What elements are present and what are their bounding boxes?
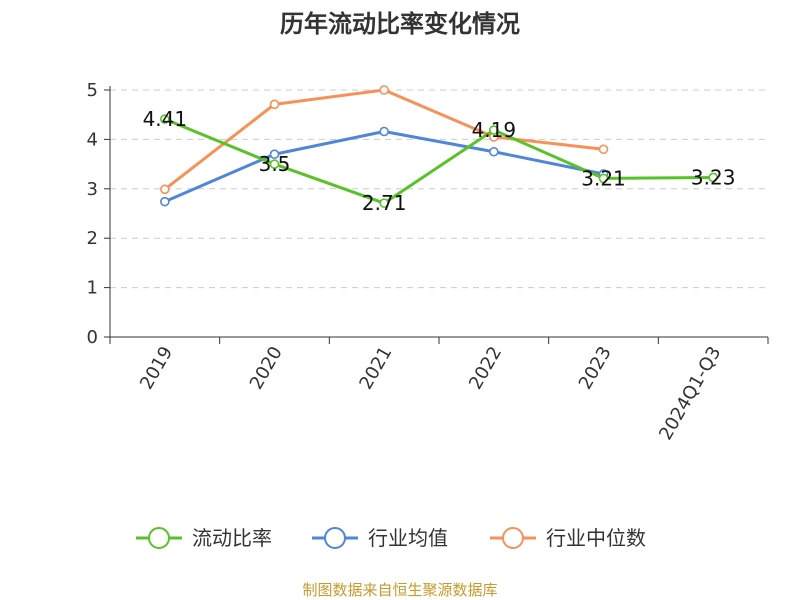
x-tick-label: 2024Q1-Q3: [655, 343, 725, 444]
axes: 0 1 2 3 4 5 2019 2020 2021 2022 2023 2024Q1-Q3: [87, 80, 769, 444]
chart-title: 历年流动比率变化情况: [280, 10, 520, 38]
gridlines: [110, 89, 768, 289]
legend-label: 行业均值: [368, 526, 448, 550]
x-tick-label: 2023: [575, 343, 616, 393]
x-tick-label: 2022: [465, 343, 506, 393]
legend-marker: [324, 527, 346, 549]
x-tick-label: 2019: [136, 343, 177, 393]
legend-marker: [148, 527, 170, 549]
y-tick-label: 5: [87, 80, 98, 101]
legend-label: 流动比率: [192, 526, 272, 550]
x-tick-label: 2020: [246, 343, 287, 393]
legend-marker: [502, 527, 524, 549]
series-lines: [160, 85, 718, 208]
data-point[interactable]: [160, 114, 170, 124]
data-point[interactable]: [379, 198, 389, 208]
data-point[interactable]: [269, 149, 280, 160]
data-point[interactable]: [489, 125, 499, 135]
data-point[interactable]: [598, 173, 609, 184]
data-label: 4.19: [472, 118, 517, 142]
y-tick-label: 4: [87, 129, 98, 150]
source-note: 制图数据来自恒生聚源数据库: [302, 581, 497, 599]
data-label: 2.71: [362, 191, 407, 215]
legend-item-2[interactable]: 行业中位数: [490, 526, 646, 550]
x-tick-label: 2021: [355, 343, 396, 393]
data-point[interactable]: [160, 184, 170, 195]
data-label: 3.23: [691, 165, 736, 189]
data-point[interactable]: [489, 146, 499, 157]
data-labels: 4.41 3.5 2.71 4.19 3.21 3.23: [143, 107, 736, 215]
data-point[interactable]: [269, 159, 280, 169]
legend-item-1[interactable]: 行业均值: [312, 526, 448, 550]
data-point[interactable]: [269, 99, 280, 110]
data-label: 3.5: [259, 152, 291, 176]
data-point[interactable]: [598, 144, 609, 155]
legend-item-0[interactable]: 流动比率: [136, 526, 272, 550]
y-tick-label: 3: [87, 179, 98, 200]
y-tick-label: 2: [87, 228, 98, 249]
legend[interactable]: 流动比率 行业均值 行业中位数: [136, 526, 646, 550]
data-label: 3.21: [581, 166, 626, 190]
series-line-0: [164, 117, 714, 205]
data-point[interactable]: [160, 196, 170, 207]
data-point[interactable]: [708, 172, 718, 183]
data-point[interactable]: [379, 126, 389, 137]
data-point[interactable]: [379, 85, 389, 95]
y-tick-label: 1: [87, 278, 98, 299]
legend-label: 行业中位数: [546, 526, 646, 550]
y-tick-label: 0: [87, 327, 98, 348]
data-label: 4.41: [143, 107, 188, 131]
